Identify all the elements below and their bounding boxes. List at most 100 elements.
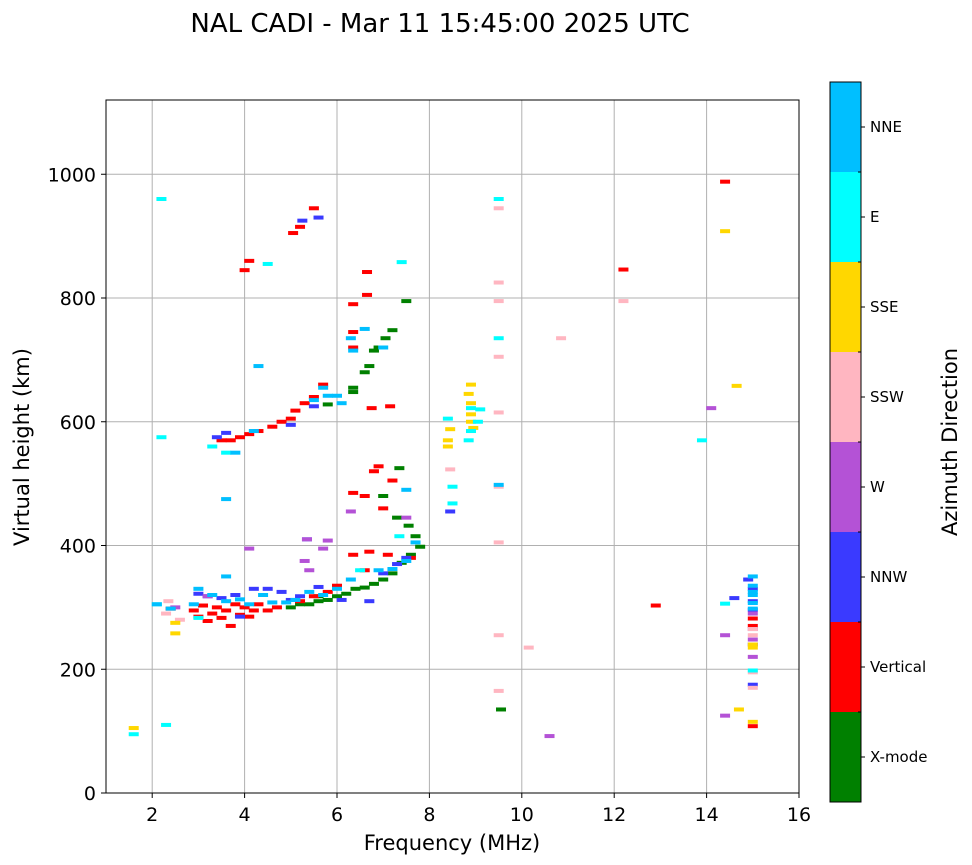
- data-point: [318, 382, 329, 387]
- colorbar-segment: [830, 172, 861, 262]
- series-ssw: [161, 206, 758, 693]
- data-point: [747, 623, 758, 628]
- x-tick-label: 2: [146, 804, 158, 826]
- data-point: [322, 597, 333, 602]
- data-point: [493, 299, 504, 304]
- colorbar-segment: [830, 532, 861, 622]
- data-point: [193, 615, 204, 620]
- data-point: [244, 258, 255, 263]
- data-point: [556, 336, 567, 341]
- colorbar-segment: [830, 262, 861, 352]
- colorbar-segment: [830, 82, 861, 172]
- series-x-mode: [285, 299, 507, 712]
- data-point: [387, 478, 398, 483]
- data-point: [387, 571, 398, 576]
- data-point: [747, 637, 758, 642]
- data-point: [221, 574, 232, 579]
- data-point: [747, 627, 758, 632]
- data-point: [468, 425, 479, 430]
- data-point: [465, 382, 476, 387]
- data-point: [747, 654, 758, 659]
- grid-lines: [106, 100, 800, 794]
- data-point: [465, 406, 476, 411]
- data-point: [706, 406, 717, 411]
- series-w: [170, 406, 758, 739]
- y-axis-ticks: 0 200 400 600 800 1000: [48, 164, 106, 805]
- data-point: [405, 552, 416, 557]
- data-point: [747, 685, 758, 690]
- data-point: [258, 593, 269, 597]
- data-point: [373, 464, 384, 469]
- data-point: [271, 605, 282, 610]
- data-point: [267, 424, 278, 429]
- data-point: [472, 419, 483, 424]
- data-point: [299, 401, 310, 406]
- data-point: [202, 618, 213, 623]
- data-point: [248, 429, 259, 434]
- data-point: [216, 615, 227, 620]
- data-point: [445, 427, 456, 432]
- data-point: [442, 416, 453, 421]
- colorbar: X-mode Vertical NNW W SSW SSE E NNE: [829, 81, 927, 803]
- data-point: [225, 438, 236, 443]
- data-point: [221, 450, 232, 455]
- data-point: [322, 589, 333, 594]
- data-point: [720, 633, 731, 638]
- colorbar-tick-label: SSE: [870, 298, 899, 316]
- colorbar-segment: [830, 352, 861, 442]
- data-point: [747, 606, 758, 611]
- data-point: [747, 586, 758, 591]
- data-point: [276, 419, 287, 424]
- data-point: [322, 538, 333, 543]
- data-point: [276, 589, 287, 594]
- data-point: [493, 354, 504, 359]
- x-tick-label: 10: [510, 804, 534, 826]
- data-point: [161, 722, 172, 727]
- data-point: [493, 336, 504, 341]
- data-point: [442, 444, 453, 449]
- series-sse: [128, 229, 758, 731]
- x-tick-label: 4: [239, 804, 251, 826]
- data-point: [378, 506, 389, 511]
- data-point: [262, 261, 273, 266]
- colorbar-segment: [830, 712, 861, 802]
- data-point: [297, 218, 308, 223]
- data-point: [248, 586, 259, 591]
- data-point: [281, 600, 292, 605]
- data-point: [463, 391, 474, 396]
- data-point: [475, 407, 486, 412]
- x-tick-label: 6: [331, 804, 343, 826]
- data-point: [747, 593, 758, 597]
- data-point: [493, 206, 504, 211]
- data-point: [720, 601, 731, 606]
- data-point: [401, 515, 412, 520]
- colorbar-label: Azimuth Direction: [938, 348, 962, 536]
- data-point: [493, 410, 504, 415]
- colorbar-tick-label: W: [870, 478, 885, 496]
- data-point: [193, 586, 204, 591]
- data-point: [221, 497, 232, 502]
- data-point: [447, 501, 458, 506]
- data-point: [211, 605, 222, 610]
- colorbar-tick-label: X-mode: [870, 748, 927, 766]
- data-point: [465, 412, 476, 417]
- data-point: [618, 299, 629, 304]
- data-point: [445, 467, 456, 472]
- data-point: [743, 577, 754, 582]
- data-point: [285, 605, 296, 610]
- data-point: [221, 599, 232, 604]
- data-point: [348, 390, 359, 395]
- data-point: [207, 593, 218, 597]
- data-point: [234, 614, 245, 619]
- data-point: [378, 345, 389, 350]
- data-point: [362, 270, 373, 275]
- data-point: [747, 583, 758, 588]
- data-point: [301, 537, 312, 542]
- data-point: [650, 603, 661, 608]
- data-point: [253, 602, 264, 607]
- data-point: [733, 707, 744, 712]
- data-point: [696, 438, 707, 443]
- data-point: [493, 482, 504, 487]
- data-point: [234, 597, 245, 602]
- data-point: [304, 602, 315, 607]
